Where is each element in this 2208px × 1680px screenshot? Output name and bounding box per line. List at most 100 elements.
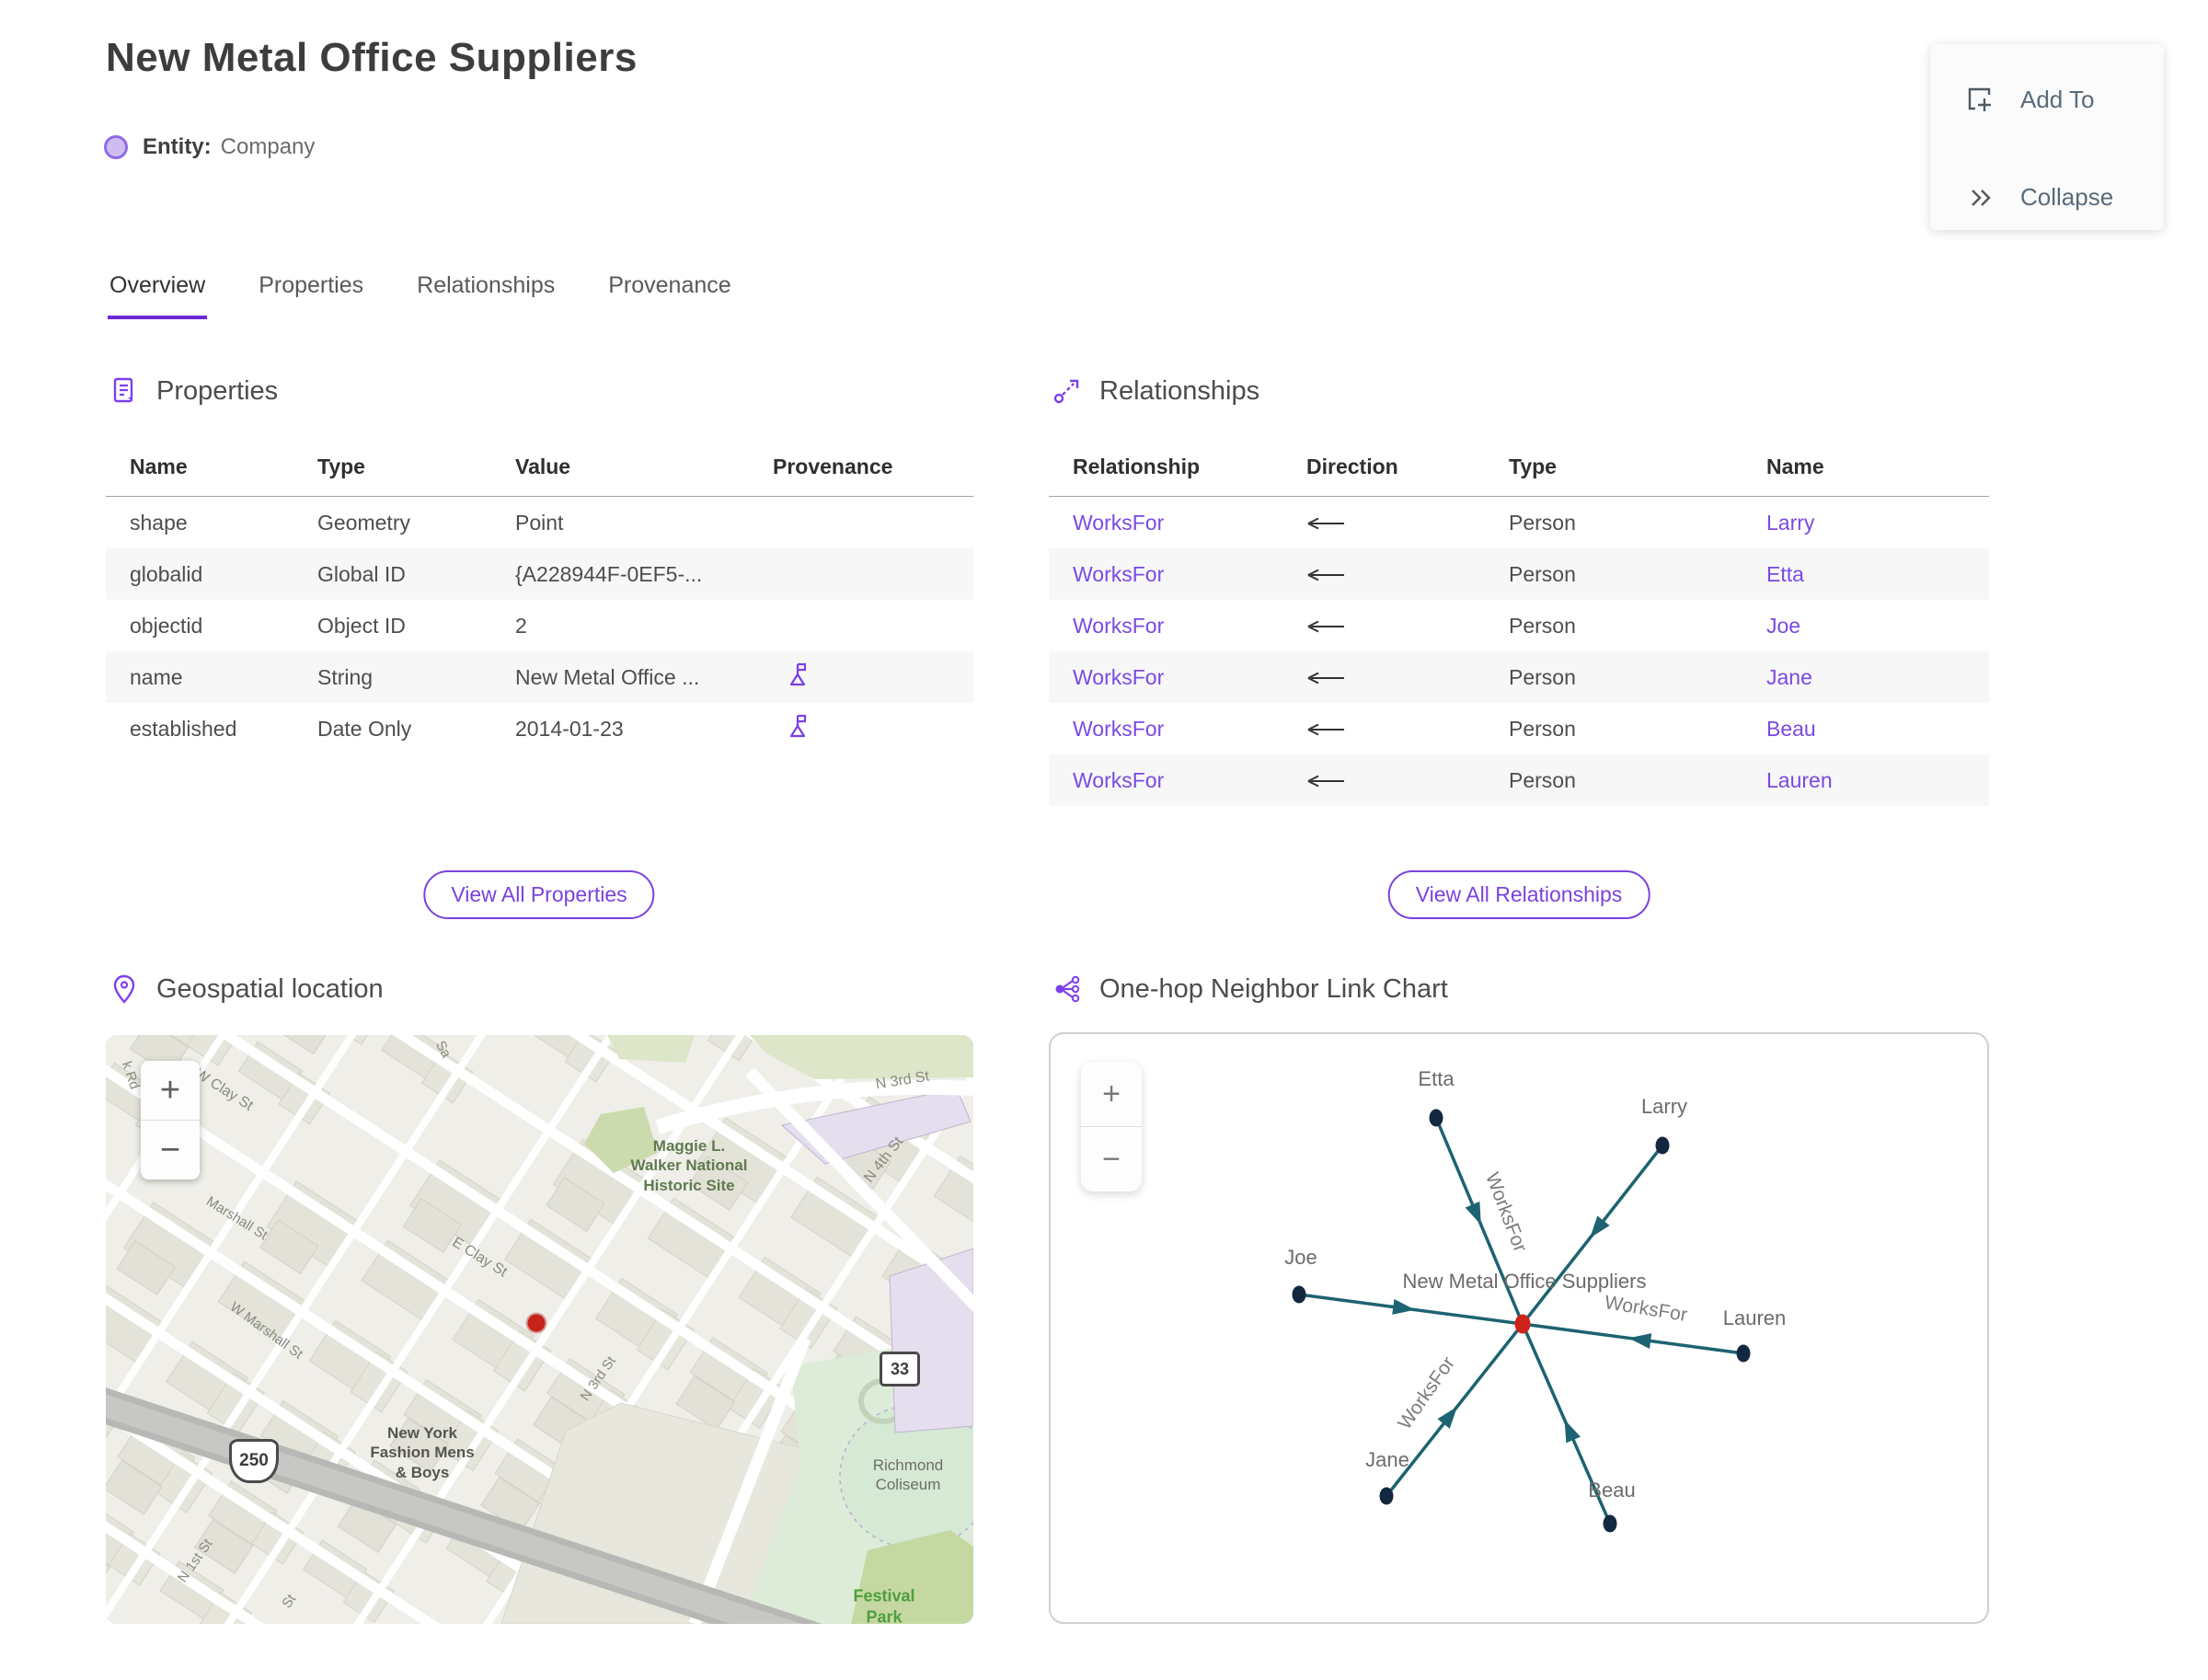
graph-node-larry[interactable] (1655, 1136, 1670, 1155)
relationships-section-header: Relationships (1052, 375, 1259, 407)
map-label: Marshall St (203, 1193, 270, 1244)
property-provenance (764, 548, 973, 600)
property-name: shape (130, 510, 188, 535)
graph-center-node[interactable] (1514, 1314, 1531, 1334)
entity-row: Entity: Company (104, 134, 315, 160)
relationship-row: WorksFor Person Beau (1049, 703, 1989, 754)
link-chart-icon (1055, 975, 1080, 1003)
entity-name-link[interactable]: Larry (1766, 510, 1815, 535)
column-header: Type (1500, 440, 1757, 497)
direction-arrow-left-icon (1307, 723, 1344, 735)
entity-name-link[interactable]: Etta (1766, 561, 1804, 586)
map-zoom-out-button[interactable]: − (141, 1121, 200, 1179)
collapse-label: Collapse (2020, 182, 2114, 211)
relationship-link[interactable]: WorksFor (1073, 613, 1165, 638)
graph-node-jane[interactable] (1379, 1487, 1394, 1505)
entity-type-value: Company (220, 134, 316, 159)
relationship-link[interactable]: WorksFor (1073, 767, 1165, 792)
relationships-header-row: Relationship Direction Type Name (1049, 440, 1989, 497)
route-shield: 33 (880, 1352, 920, 1387)
graph-node-lauren[interactable] (1736, 1344, 1751, 1363)
properties-table: Name Type Value Provenance shape Geometry Poi… (106, 440, 973, 754)
graph-node-beau[interactable] (1603, 1514, 1617, 1533)
add-to-button[interactable]: Add To (1963, 83, 2094, 116)
relationship-row: WorksFor Person Lauren (1049, 754, 1989, 806)
property-type: String (317, 664, 374, 689)
map-zoom-control: + − (141, 1061, 200, 1179)
map-pin-icon (113, 974, 135, 1004)
graph-node-label: Joe (1284, 1246, 1317, 1269)
property-row: name String New Metal Office ... (106, 651, 973, 703)
direction-arrow-left-icon (1307, 775, 1344, 787)
column-header: Direction (1297, 440, 1500, 497)
graph-node-label: Lauren (1723, 1306, 1787, 1329)
property-row: shape Geometry Point (106, 497, 973, 549)
column-header: Value (506, 440, 764, 497)
provenance-icon[interactable] (784, 660, 813, 689)
map-label: Sa (431, 1038, 454, 1061)
column-header: Name (106, 440, 308, 497)
relationship-direction (1297, 703, 1500, 754)
map-label: E Clay St (449, 1234, 511, 1281)
link-chart-canvas[interactable]: Etta Larry Joe Lauren Jane Beau New Metal Offi… (1049, 1032, 1989, 1624)
property-name: name (130, 664, 183, 689)
graph-node-label: Beau (1588, 1479, 1635, 1502)
map-zoom-in-button[interactable]: + (141, 1061, 200, 1120)
chart-zoom-in-button[interactable]: + (1081, 1062, 1142, 1126)
relationship-row: WorksFor Person Etta (1049, 548, 1989, 600)
graph-node-joe[interactable] (1292, 1285, 1306, 1304)
view-all-relationships-button[interactable]: View All Relationships (1387, 870, 1650, 919)
collapse-icon (1972, 190, 1991, 206)
relationship-type: Person (1509, 613, 1576, 638)
map-label: W Clay St (191, 1065, 256, 1114)
direction-arrow-left-icon (1307, 672, 1344, 684)
map-canvas[interactable]: k Rd W Clay St Sa Marshall St W Marshall St E… (106, 1035, 973, 1624)
property-row: established Date Only 2014-01-23 (106, 703, 973, 754)
relationships-table: Relationship Direction Type Name WorksFor Pe… (1049, 440, 1989, 806)
property-name: globalid (130, 561, 203, 586)
relationship-link[interactable]: WorksFor (1073, 664, 1165, 689)
relationship-type: Person (1509, 510, 1576, 535)
relationship-row: WorksFor Person Joe (1049, 600, 1989, 651)
map-label: N 3rd St (874, 1068, 931, 1093)
chart-zoom-out-button[interactable]: − (1081, 1127, 1142, 1191)
graph-edge-label: WorksFor (1603, 1292, 1688, 1326)
relationship-direction (1297, 497, 1500, 549)
map-label: N 1st St (175, 1536, 216, 1586)
entity-name-link[interactable]: Beau (1766, 716, 1816, 741)
entity-name-link[interactable]: Jane (1766, 664, 1812, 689)
entity-location-marker[interactable] (527, 1314, 546, 1332)
relationships-icon (1053, 379, 1079, 404)
link-chart-graph: Etta Larry Joe Lauren Jane Beau New Metal Offi… (1284, 1067, 1787, 1533)
tab-overview[interactable]: Overview (108, 272, 208, 319)
tab-relationships[interactable]: Relationships (415, 272, 557, 319)
direction-arrow-left-icon (1307, 620, 1344, 632)
relationship-type: Person (1509, 561, 1576, 586)
map-label: Festival Park (853, 1586, 915, 1625)
collapse-button[interactable]: Collapse (1963, 180, 2113, 213)
map-label: W Marshall St (226, 1298, 306, 1363)
view-all-properties-button[interactable]: View All Properties (423, 870, 655, 919)
property-value: 2 (515, 613, 527, 638)
property-type: Geometry (317, 510, 410, 535)
column-header: Provenance (764, 440, 973, 497)
add-to-label: Add To (2020, 85, 2095, 113)
graph-node-label: Larry (1641, 1095, 1687, 1118)
relationship-type: Person (1509, 716, 1576, 741)
relationship-link[interactable]: WorksFor (1073, 561, 1165, 586)
relationship-link[interactable]: WorksFor (1073, 510, 1165, 535)
graph-node-etta[interactable] (1429, 1109, 1443, 1127)
property-value: {A228944F-0EF5-... (515, 561, 703, 586)
tab-provenance[interactable]: Provenance (606, 272, 732, 319)
graph-node-label: Etta (1418, 1067, 1455, 1090)
tab-properties[interactable]: Properties (257, 272, 365, 319)
property-type: Date Only (317, 716, 412, 741)
provenance-icon[interactable] (784, 711, 813, 741)
relationship-link[interactable]: WorksFor (1073, 716, 1165, 741)
map-label: New York Fashion Mens & Boys (370, 1424, 475, 1481)
column-header: Type (308, 440, 506, 497)
entity-name-link[interactable]: Joe (1766, 613, 1801, 638)
relationship-direction (1297, 754, 1500, 806)
relationship-type: Person (1509, 664, 1576, 689)
entity-name-link[interactable]: Lauren (1766, 767, 1833, 792)
